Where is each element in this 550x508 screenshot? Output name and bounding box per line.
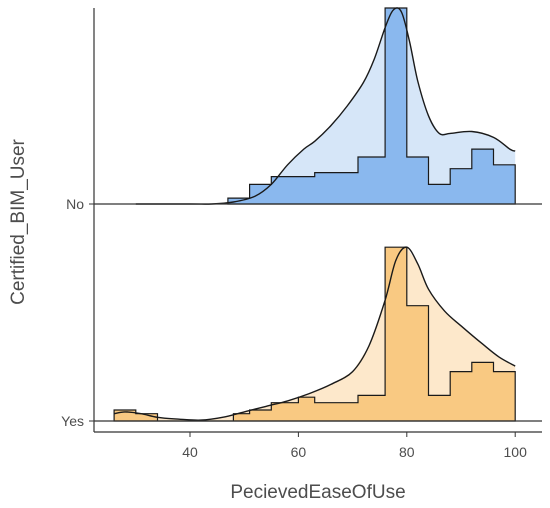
- y-tick-label-no: No: [66, 196, 84, 212]
- x-axis-title: PecievedEaseOfUse: [230, 482, 405, 503]
- ridge-yes: [94, 246, 542, 422]
- y-axis-title: Certified_BIM_User: [8, 138, 29, 304]
- x-tick-label: 100: [504, 444, 528, 460]
- density-line-no: [135, 7, 516, 205]
- x-tick-label: 40: [182, 444, 198, 460]
- ridge-no: [94, 7, 542, 205]
- density-area-no: [135, 10, 516, 204]
- ridge-groups: [94, 7, 542, 422]
- x-tick-label: 60: [291, 444, 307, 460]
- y-axis-ticks: No Yes: [61, 196, 94, 429]
- x-tick-label: 80: [399, 444, 415, 460]
- x-axis-ticks: 40 60 80 100: [182, 432, 527, 460]
- y-tick-label-yes: Yes: [61, 413, 84, 429]
- density-line-yes: [113, 246, 516, 421]
